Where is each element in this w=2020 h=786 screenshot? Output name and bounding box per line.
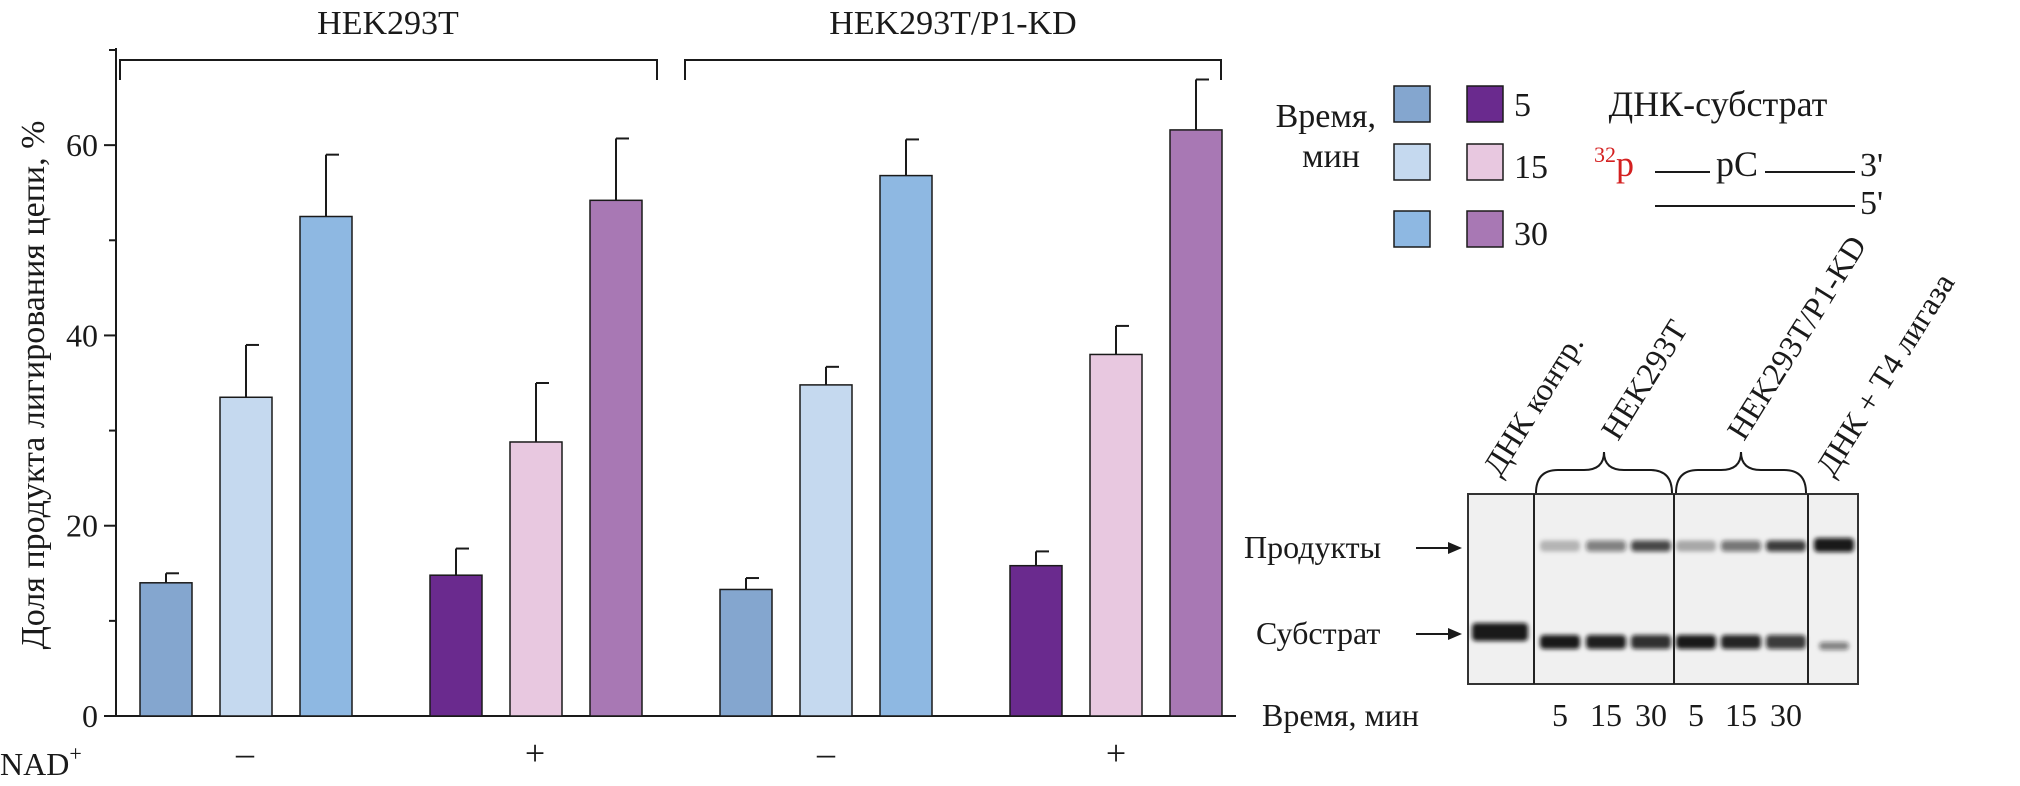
gel-band-product-2 (1586, 540, 1626, 552)
lane-label-dna-control: ДНК контр. (1475, 327, 1590, 482)
brace-hek293t-visible (1535, 451, 1673, 494)
bar-s3-t15 (799, 384, 853, 717)
y-tick-label-20: 20 (66, 508, 98, 544)
substrate-title: ДНК-субстрат (1609, 84, 1828, 124)
gel-band-product-4 (1676, 540, 1716, 552)
gel-band-substrate-4 (1676, 635, 1716, 649)
gel-image (1467, 493, 1859, 685)
bars (139, 129, 1223, 717)
gel-band-product-1 (1540, 540, 1580, 552)
lane-label-hek293t: HEK293T (1593, 313, 1694, 446)
bar-s4-t5 (1009, 564, 1063, 717)
arrow-products-head (1448, 542, 1462, 554)
group-label-hek293t: HEK293T (317, 5, 459, 42)
gel-band-product-3 (1631, 540, 1671, 552)
bar-s2-t15 (509, 441, 563, 717)
nad-value-4: + (1106, 733, 1126, 773)
brace-hek293t (1536, 452, 1704, 493)
gel-time-5: 15 (1725, 697, 1757, 733)
bracket-hek293t-p1kd (684, 59, 1222, 80)
y-tick-label-40: 40 (66, 317, 98, 353)
gel-band-substrate-1 (1540, 635, 1580, 649)
gel-time-3: 30 (1635, 697, 1667, 733)
gel-time-1: 5 (1552, 697, 1568, 733)
gel-band-t4-product (1814, 538, 1854, 552)
bar-s1-t15 (219, 396, 273, 717)
legend-swatch-minus-30 (1393, 210, 1431, 248)
group-label-hek293t-p1kd: HEK293T/P1-KD (829, 5, 1076, 42)
error-bars (165, 78, 1209, 590)
arrow-substrate-head (1448, 628, 1462, 640)
bar-s1-t30 (299, 215, 353, 717)
legend-swatch-plus-30 (1466, 210, 1504, 248)
gel-time-2: 15 (1590, 697, 1622, 733)
isotope-label: 32p (1594, 142, 1634, 184)
strand-bottom-end: 5' (1860, 185, 1883, 222)
nick-label: pC (1716, 144, 1758, 184)
bar-s2-t5 (429, 574, 483, 717)
band-label-products: Продукты (1244, 529, 1381, 565)
gel-time-label: Время, мин (1262, 697, 1419, 733)
bar-s3-t30 (879, 174, 933, 717)
brace-hek293t-left (1536, 452, 1700, 493)
gel-band-substrate-5 (1721, 635, 1761, 649)
legend: Время, мин 5 15 30 (1276, 85, 1548, 253)
substrate-diagram: ДНК-субстрат 32p pC 3' 5' (1594, 84, 1883, 222)
y-axis-title: Доля продукта лигирования цепи, % (15, 121, 52, 650)
legend-label-15: 15 (1514, 149, 1548, 186)
gel-band-product-5 (1721, 540, 1761, 552)
gel-band-substrate-6 (1766, 635, 1806, 649)
bar-s1-t5 (139, 582, 193, 717)
y-tick-label-60: 60 (66, 127, 98, 163)
bar-s2-t30 (589, 199, 643, 717)
gel-band-t4-substrate (1819, 642, 1849, 650)
legend-swatch-minus-15 (1393, 143, 1431, 181)
strand-top-end: 3' (1860, 147, 1883, 184)
legend-swatch-plus-15 (1466, 143, 1504, 181)
bar-s4-t15 (1089, 353, 1143, 717)
gel-band-control-substrate (1472, 623, 1528, 641)
nad-value-1: – (235, 733, 255, 773)
nad-value-2: + (525, 733, 545, 773)
y-tick-label-0: 0 (82, 698, 98, 734)
legend-label-5: 5 (1514, 87, 1531, 124)
bracket-hek293t (119, 59, 658, 80)
gel-band-product-6 (1766, 540, 1806, 552)
legend-swatch-minus-5 (1393, 85, 1431, 123)
legend-title-line2: мин (1302, 138, 1360, 175)
bar-s4-t30 (1169, 129, 1223, 717)
gel-frame (1467, 493, 1859, 685)
y-ticks: 0 20 40 60 (66, 49, 116, 734)
gel-band-substrate-2 (1586, 635, 1626, 649)
band-label-substrate: Субстрат (1256, 615, 1380, 651)
legend-label-30: 30 (1514, 216, 1548, 253)
gel-bands (1472, 538, 1854, 650)
gel-band-substrate-3 (1631, 635, 1671, 649)
gel-time-4: 5 (1688, 697, 1704, 733)
legend-swatch-plus-5 (1466, 85, 1504, 123)
legend-title-line1: Время, (1276, 98, 1376, 135)
nad-label: NAD+ (0, 741, 82, 782)
brace-p1kd-visible (1675, 451, 1807, 494)
bar-s3-t5 (719, 588, 773, 717)
nad-value-3: – (816, 733, 836, 773)
gel-time-6: 30 (1770, 697, 1802, 733)
